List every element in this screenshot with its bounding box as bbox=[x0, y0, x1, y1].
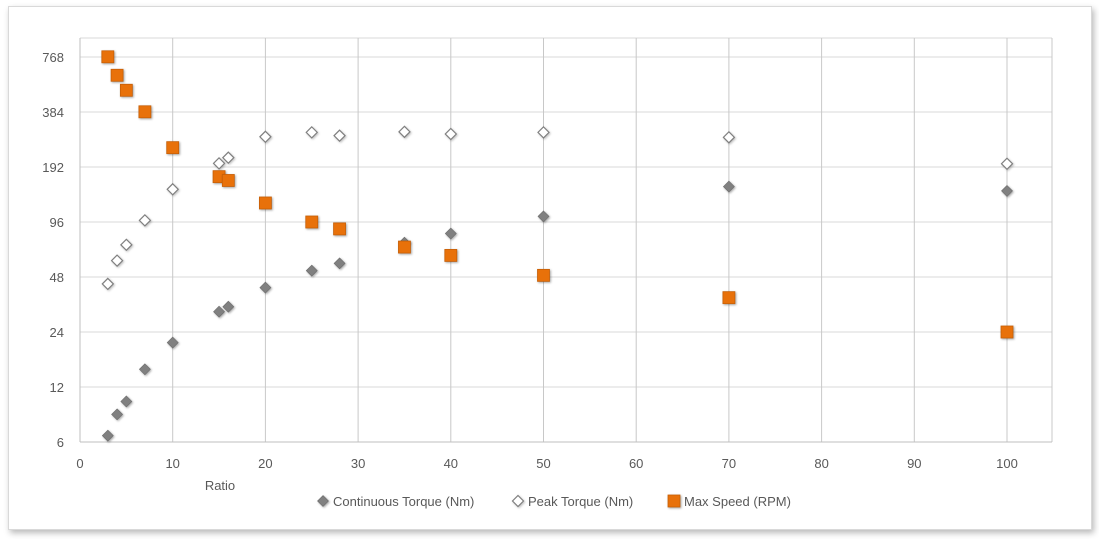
data-points bbox=[101, 50, 1014, 442]
data-point bbox=[212, 157, 226, 170]
data-point bbox=[305, 126, 319, 139]
data-point bbox=[444, 227, 457, 240]
data-point bbox=[444, 127, 458, 141]
data-point bbox=[213, 305, 225, 318]
data-point bbox=[1000, 325, 1014, 339]
data-point bbox=[722, 180, 735, 193]
data-point bbox=[119, 83, 133, 97]
legend-marker bbox=[511, 494, 525, 508]
x-tick-label: 50 bbox=[536, 456, 550, 471]
data-point bbox=[111, 408, 124, 421]
x-tick-label: 40 bbox=[444, 456, 458, 471]
data-point bbox=[138, 214, 152, 227]
chart-frame bbox=[8, 6, 1092, 530]
data-point bbox=[398, 125, 411, 139]
x-tick-label: 10 bbox=[165, 456, 179, 471]
data-point bbox=[221, 174, 235, 187]
y-tick-label: 384 bbox=[42, 105, 64, 120]
data-point bbox=[1001, 185, 1013, 197]
data-point bbox=[110, 254, 124, 267]
data-point bbox=[138, 105, 152, 119]
data-point bbox=[537, 126, 550, 139]
data-point bbox=[722, 130, 736, 144]
y-tick-label: 96 bbox=[50, 215, 64, 230]
legend-marker bbox=[317, 495, 329, 507]
x-axis-tick-labels: 0 10 20 30 40 50 60 70 80 90 100 bbox=[76, 456, 1017, 471]
data-point bbox=[138, 363, 151, 376]
data-point bbox=[333, 129, 346, 143]
data-point bbox=[1000, 157, 1014, 171]
legend: Continuous Torque (Nm) Peak Torque (Nm) Ma… bbox=[317, 494, 791, 509]
x-tick-label: 80 bbox=[814, 456, 828, 471]
x-tick-label: 90 bbox=[907, 456, 921, 471]
x-tick-label: 70 bbox=[722, 456, 736, 471]
data-point bbox=[101, 277, 115, 291]
y-tick-label: 192 bbox=[42, 160, 64, 175]
legend-label: Peak Torque (Nm) bbox=[528, 494, 633, 509]
data-point bbox=[444, 249, 458, 262]
data-point bbox=[722, 291, 736, 305]
y-tick-label: 24 bbox=[50, 325, 64, 340]
data-point bbox=[166, 182, 180, 196]
x-tick-label: 0 bbox=[76, 456, 83, 471]
y-tick-label: 6 bbox=[57, 435, 64, 450]
legend-item: Max Speed (RPM) bbox=[667, 494, 791, 509]
legend-label: Continuous Torque (Nm) bbox=[333, 494, 474, 509]
data-point bbox=[305, 264, 318, 277]
data-point bbox=[333, 222, 346, 236]
x-tick-label: 30 bbox=[351, 456, 365, 471]
legend-item: Peak Torque (Nm) bbox=[511, 494, 633, 509]
y-tick-label: 48 bbox=[50, 270, 64, 285]
data-point bbox=[120, 395, 133, 408]
data-point bbox=[120, 238, 133, 252]
data-point bbox=[101, 50, 115, 64]
gridlines bbox=[79, 37, 1053, 443]
data-point bbox=[259, 281, 272, 294]
series-peak-torque-nm bbox=[101, 125, 1014, 291]
data-point bbox=[259, 130, 272, 144]
data-point bbox=[258, 196, 272, 210]
x-axis-title: Ratio bbox=[205, 478, 235, 493]
data-point bbox=[537, 268, 550, 282]
legend-item: Continuous Torque (Nm) bbox=[317, 494, 474, 509]
legend-marker bbox=[667, 494, 681, 508]
y-axis-tick-labels: 6 12 24 48 96 192 384 768 bbox=[42, 50, 64, 450]
y-tick-label: 768 bbox=[42, 50, 64, 65]
data-point bbox=[537, 210, 550, 223]
data-point bbox=[101, 429, 114, 442]
data-point bbox=[110, 68, 124, 82]
data-point bbox=[221, 151, 235, 165]
data-point bbox=[166, 336, 179, 349]
x-tick-label: 20 bbox=[258, 456, 272, 471]
y-tick-label: 12 bbox=[50, 380, 64, 395]
data-point bbox=[222, 300, 235, 313]
data-point bbox=[398, 240, 411, 254]
data-point bbox=[166, 141, 180, 155]
series-continuous-torque-nm bbox=[101, 180, 1013, 442]
x-tick-label: 60 bbox=[629, 456, 643, 471]
x-tick-label: 100 bbox=[996, 456, 1018, 471]
data-point bbox=[305, 215, 319, 229]
legend-label: Max Speed (RPM) bbox=[684, 494, 791, 509]
series-max-speed-rpm bbox=[101, 50, 1014, 339]
data-point bbox=[333, 257, 346, 270]
